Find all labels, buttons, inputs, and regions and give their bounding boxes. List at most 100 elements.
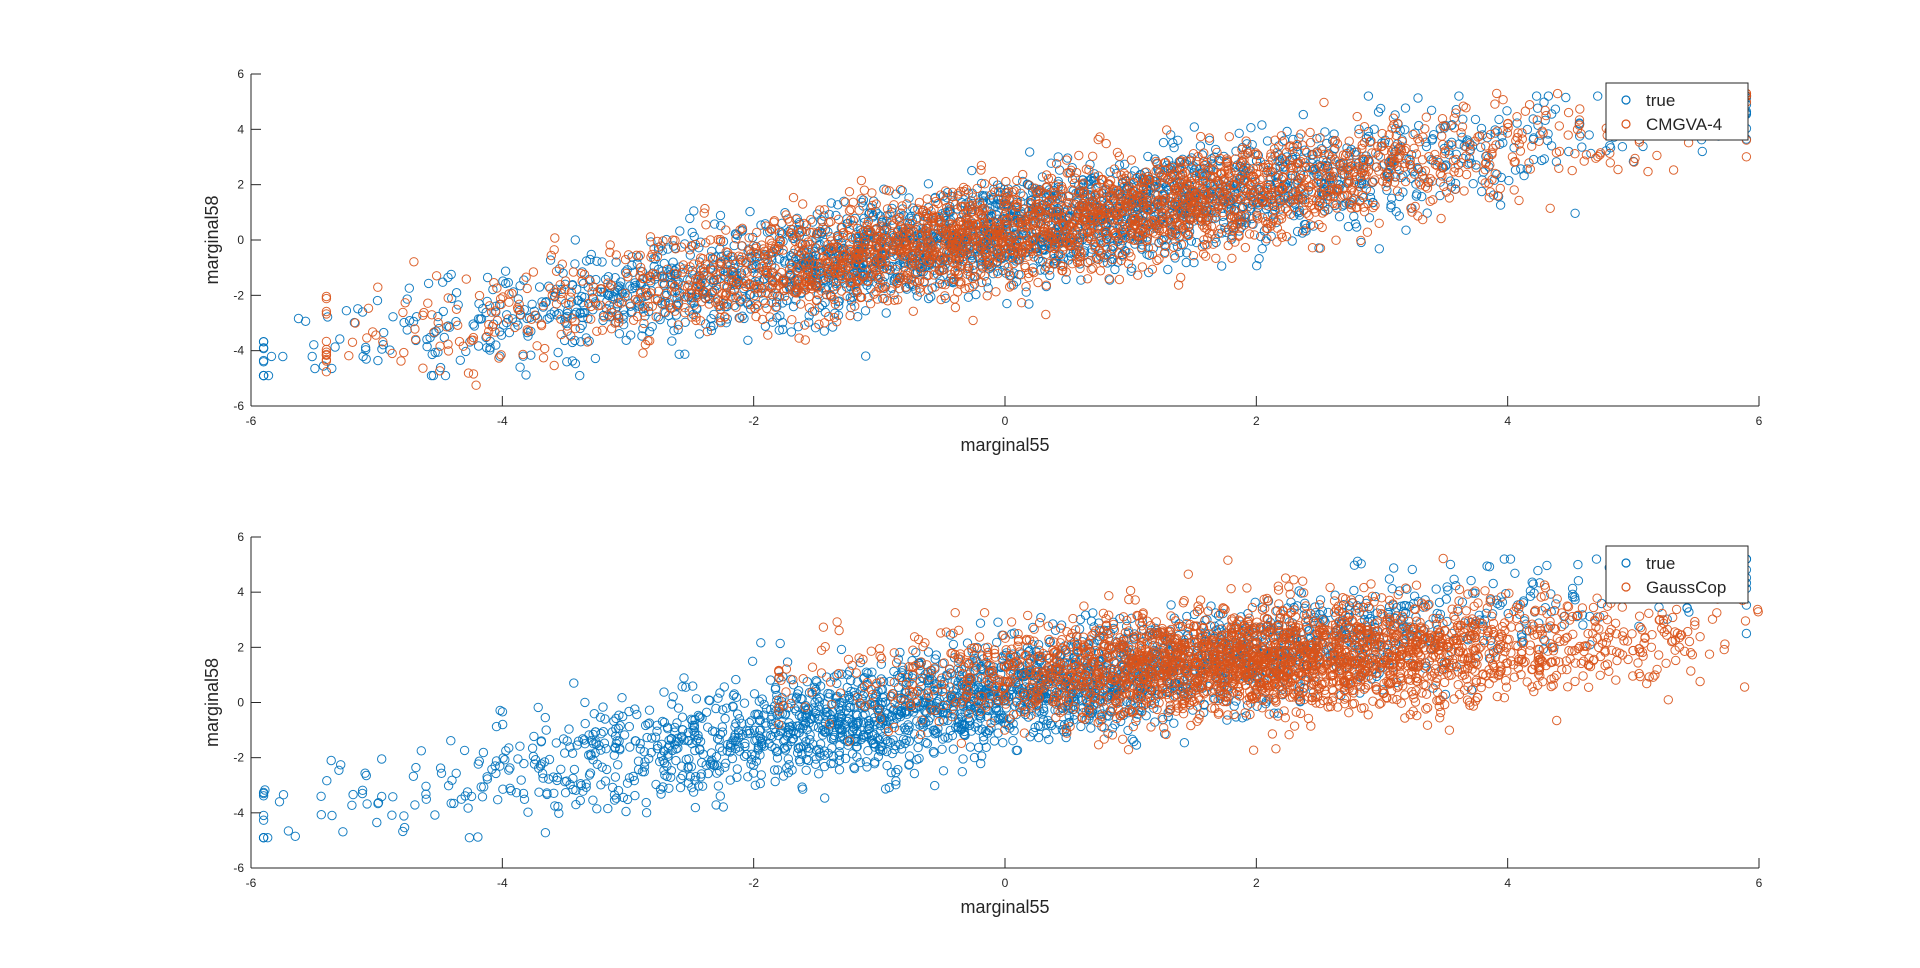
point [1142,249,1152,259]
point [680,308,690,318]
point [534,282,545,292]
point [591,299,601,309]
point [1364,213,1375,223]
point [1354,124,1364,135]
point [1470,114,1481,125]
point [625,281,635,291]
point [461,346,471,357]
point [360,342,371,353]
point [644,326,655,337]
point [597,257,607,267]
point [692,303,702,313]
point [575,323,585,334]
point [756,220,766,230]
point [1292,206,1302,217]
point [318,361,329,371]
point [786,327,797,337]
point [1158,137,1169,148]
point [626,330,636,340]
point [881,308,891,318]
point [577,267,587,277]
point [998,265,1008,276]
point [1241,217,1251,228]
point [592,256,602,266]
point [422,341,432,352]
point [1037,172,1048,182]
point [612,299,622,309]
point [1046,158,1056,168]
point [694,243,704,253]
point [578,278,589,289]
point [1148,243,1159,253]
point [1373,107,1384,117]
point [1531,91,1542,101]
point [706,314,716,324]
point [1385,172,1395,182]
point [570,235,580,245]
point [1543,91,1554,101]
point [1157,235,1167,246]
point [1417,191,1427,202]
point [745,206,755,217]
point [1320,127,1330,137]
point [696,266,706,276]
point [591,274,601,285]
point [1575,131,1585,141]
point [438,306,448,317]
point [907,215,917,226]
point [614,329,625,339]
point [526,350,536,360]
point [378,340,388,350]
point [1400,103,1411,113]
point [671,275,681,286]
point [426,370,437,381]
point [1561,92,1571,103]
point [361,354,371,364]
point [1110,264,1120,275]
point [1381,181,1391,192]
point [1173,135,1183,146]
point [1454,139,1464,149]
point [675,226,685,236]
point [443,272,453,283]
point [1076,275,1086,285]
point [830,308,840,318]
point [1421,141,1432,152]
point [258,355,269,366]
point [788,301,799,312]
point [1211,237,1221,248]
series-cmgva-4 [321,88,1752,390]
point [944,276,954,287]
point [1163,264,1173,275]
point [263,370,274,381]
point [599,287,609,297]
point [576,337,586,347]
point [671,310,681,320]
point [537,297,547,307]
point [1447,137,1457,148]
point [885,265,895,275]
point [817,300,827,310]
point [1343,221,1354,232]
point [1062,153,1073,163]
point [566,297,577,307]
point [1498,138,1508,148]
point [1182,248,1192,258]
point [1451,149,1462,160]
point [504,327,515,338]
point [562,311,572,322]
point [1643,166,1653,177]
point [685,250,695,260]
point [446,269,456,280]
point [1432,155,1442,165]
point [810,323,821,333]
point [433,311,443,322]
point [1334,212,1345,222]
point [341,306,352,316]
point [611,257,621,267]
point [1570,208,1580,219]
point [1617,142,1628,152]
point [680,349,690,359]
